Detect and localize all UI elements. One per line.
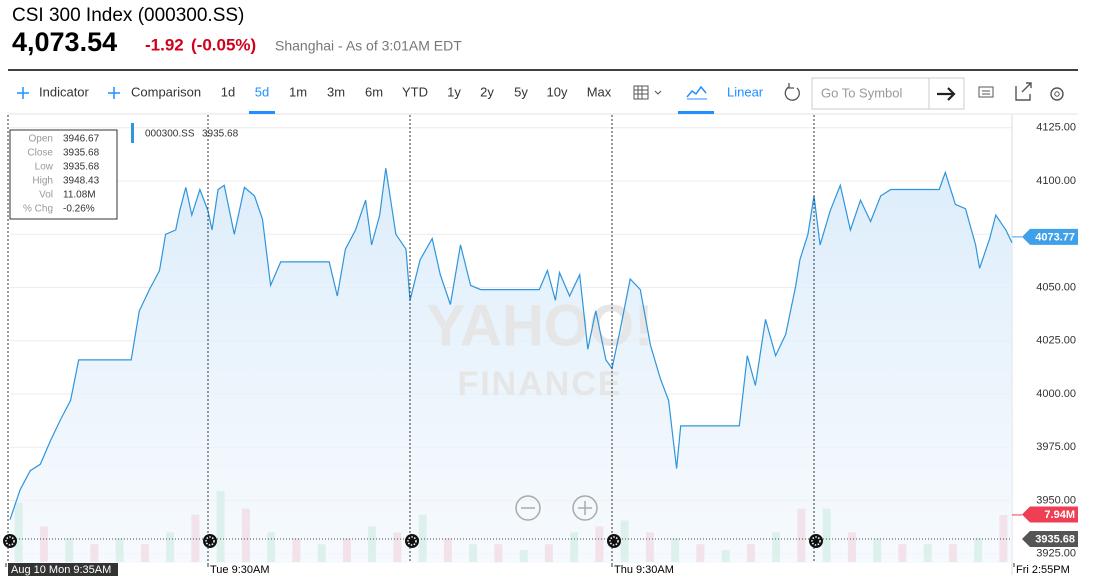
info-label: Low (35, 162, 54, 173)
x-tick-label: Aug 10 Mon 9:35AM (11, 564, 111, 576)
zoom-in-glyph (578, 501, 592, 515)
event-marker (3, 534, 17, 548)
x-tick-label-bg (8, 563, 118, 576)
info-value: 3935.68 (63, 148, 100, 159)
comparison-button[interactable]: Comparison (131, 84, 201, 99)
range-button[interactable]: 1d (221, 84, 235, 99)
event-marker-ring (205, 536, 215, 546)
calendar-icon[interactable] (633, 85, 662, 100)
range-button[interactable]: 10y (547, 84, 568, 99)
change-pct: (-0.05%) (191, 35, 256, 54)
event-marker (607, 534, 621, 548)
event-marker (203, 534, 217, 548)
info-value: -0.26% (63, 204, 95, 215)
x-tick-label: Tue 9:30AM (210, 564, 270, 576)
symbol-placeholder: Go To Symbol (821, 85, 903, 100)
range-button[interactable]: 5d (255, 84, 269, 99)
indicator-button[interactable]: Indicator (39, 84, 90, 99)
y-tick-label: 4100.00 (1036, 175, 1076, 187)
last-volume-tag-bg (1022, 506, 1078, 523)
info-value: 3935.68 (63, 162, 100, 173)
info-value: 3948.43 (63, 176, 100, 187)
go-button[interactable] (937, 87, 956, 101)
range-button[interactable]: 1m (289, 84, 307, 99)
toolbar: Indicator Comparison Linear Go To Symbol… (17, 77, 1064, 114)
legend-value: 3935.68 (202, 129, 239, 140)
scale-button[interactable]: Linear (727, 84, 764, 99)
zoom-out-button[interactable] (515, 495, 541, 521)
prev-close-tag: 3935.68 (1035, 533, 1075, 545)
y-tick-label: 3925.00 (1036, 548, 1076, 560)
active-underline (249, 111, 275, 114)
zoom-in-button[interactable] (572, 495, 598, 521)
range-button[interactable]: 5y (514, 84, 528, 99)
y-tick-label: 4125.00 (1036, 122, 1076, 134)
range-button[interactable]: 6m (365, 84, 383, 99)
range-button[interactable]: 1y (447, 84, 461, 99)
event-marker-ring (609, 536, 619, 546)
chart-type-icon[interactable] (678, 85, 714, 114)
x-tick-label: Fri 2:55PM (1016, 564, 1070, 576)
watermark: YAHOO! (427, 293, 654, 358)
print-icon[interactable] (978, 86, 994, 98)
last-volume-tag: 7.94M (1044, 509, 1075, 521)
x-tick-label: Thu 9:30AM (614, 564, 674, 576)
legend-name: 000300.SS (145, 129, 195, 140)
price-area (10, 168, 1012, 563)
last-price-tag-bg (1022, 228, 1078, 245)
plot: 3925.00 3950.00 3975.00 4000.00 4025.00 4050.… (3, 115, 1078, 576)
price-line (9, 168, 1013, 520)
last-price-tag: 4073.77 (1035, 231, 1075, 243)
event-marker (809, 534, 823, 548)
plus-icon (108, 87, 120, 99)
watermark: FINANCE (457, 365, 622, 403)
info-label: Vol (39, 190, 53, 201)
y-tick-label: 4025.00 (1036, 335, 1076, 347)
event-marker-ring (407, 536, 417, 546)
price: 4,073.54 (12, 27, 117, 57)
info-label: Open (29, 134, 53, 145)
event-marker-ring (5, 536, 15, 546)
change: -1.92 (145, 35, 184, 54)
range-button[interactable]: 3m (327, 84, 345, 99)
legend-marker (131, 123, 134, 143)
y-tick-label: 3975.00 (1036, 441, 1076, 453)
share-icon[interactable] (1015, 82, 1032, 101)
info-value: 3946.67 (63, 134, 100, 145)
settings-icon[interactable] (1050, 87, 1064, 101)
range-button[interactable]: YTD (402, 84, 428, 99)
y-tick-label: 4050.00 (1036, 281, 1076, 293)
market-note: Shanghai - As of 3:01AM EDT (275, 38, 462, 54)
info-label: High (32, 176, 53, 187)
info-label: % Chg (23, 204, 53, 215)
event-marker (405, 534, 419, 548)
y-tick-label: 3950.00 (1036, 494, 1076, 506)
range-button[interactable]: 2y (480, 84, 494, 99)
info-value: 11.08M (63, 190, 96, 201)
info-box (9, 129, 118, 220)
event-marker-ring (811, 536, 821, 546)
y-tick-label: 4000.00 (1036, 388, 1076, 400)
undo-icon[interactable] (784, 83, 800, 101)
range-button[interactable]: Max (587, 84, 612, 99)
prev-close-tag-bg (1022, 531, 1078, 548)
settings-icon-core (1054, 91, 1060, 97)
info-label: Close (27, 148, 53, 159)
title: CSI 300 Index (000300.SS) (12, 5, 244, 26)
plus-icon (17, 87, 29, 99)
